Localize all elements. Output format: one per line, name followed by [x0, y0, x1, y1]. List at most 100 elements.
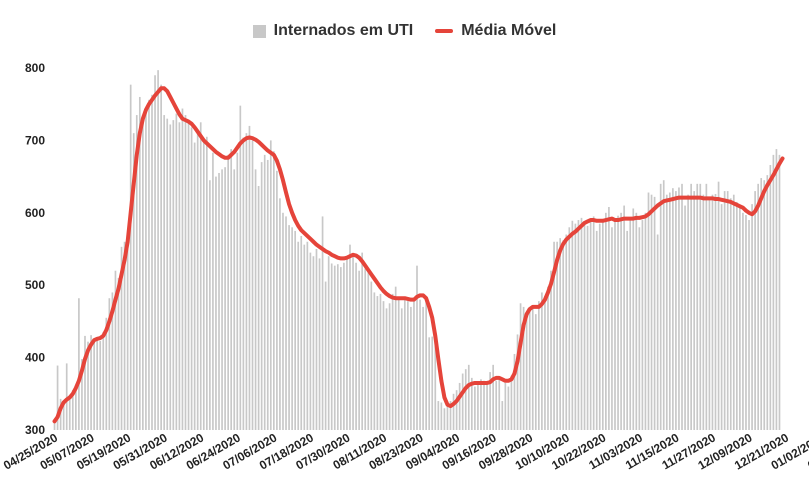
bar — [215, 176, 217, 430]
bar — [81, 359, 83, 430]
bar — [410, 306, 412, 430]
bar — [772, 154, 775, 430]
bar — [315, 249, 318, 430]
bar — [577, 220, 580, 430]
bar — [620, 212, 622, 430]
bar — [117, 277, 120, 430]
bar — [242, 137, 245, 430]
bar — [754, 191, 756, 430]
bar — [279, 198, 281, 430]
bar — [717, 181, 720, 430]
bar — [696, 183, 699, 430]
bar — [254, 169, 257, 431]
bar — [440, 402, 443, 430]
bar — [221, 169, 223, 431]
bar — [84, 335, 86, 430]
bar — [614, 220, 616, 430]
bar — [160, 84, 162, 431]
bar — [90, 335, 92, 430]
bar — [193, 142, 196, 430]
bar — [126, 234, 129, 430]
bar — [592, 216, 595, 430]
bar — [403, 298, 406, 430]
bar — [352, 254, 354, 430]
bar — [87, 341, 89, 430]
bar — [769, 165, 772, 430]
bar — [199, 122, 202, 431]
bar — [385, 308, 388, 430]
bar — [68, 396, 71, 430]
bar — [163, 115, 166, 430]
bar — [157, 70, 159, 431]
bar — [120, 246, 123, 430]
bar — [379, 293, 382, 430]
bar — [324, 281, 327, 430]
bar — [248, 125, 251, 431]
bar — [665, 194, 668, 430]
bar — [129, 84, 132, 431]
bar — [218, 172, 220, 431]
bar — [647, 192, 650, 430]
bar — [598, 223, 601, 430]
bar — [498, 377, 501, 430]
bar — [236, 152, 239, 430]
bar — [303, 244, 306, 430]
bar — [78, 298, 80, 430]
bar — [266, 159, 269, 430]
bar — [638, 227, 641, 430]
bar — [461, 373, 464, 430]
bar — [123, 241, 126, 430]
bar — [534, 314, 537, 430]
bar — [400, 308, 403, 430]
bar — [96, 338, 99, 430]
y-tick-label: 400 — [25, 351, 45, 365]
bar — [373, 292, 376, 430]
y-tick-label: 700 — [25, 133, 45, 147]
legend-swatch-bars — [252, 24, 266, 38]
bar — [361, 252, 364, 430]
bar — [486, 382, 488, 430]
bar — [541, 292, 543, 430]
bar — [382, 301, 385, 430]
bar — [571, 220, 574, 430]
bar — [550, 270, 552, 430]
bar — [632, 208, 635, 430]
bar — [434, 339, 437, 430]
bar — [437, 401, 440, 430]
bar — [574, 223, 577, 430]
legend-item-bars[interactable]: Internados em UTI — [252, 22, 413, 40]
bar — [519, 303, 522, 430]
bar — [282, 212, 284, 430]
bar — [364, 268, 367, 430]
bar — [419, 299, 421, 430]
bar — [745, 214, 747, 430]
bar — [705, 183, 708, 430]
bar — [675, 191, 677, 430]
bar — [145, 109, 147, 431]
bar — [333, 265, 336, 430]
y-tick-label: 600 — [25, 206, 45, 220]
bar — [623, 205, 625, 430]
bar — [495, 380, 498, 430]
bar — [260, 162, 263, 430]
bar — [75, 386, 77, 430]
bar — [763, 180, 766, 430]
bar — [516, 334, 519, 430]
bar — [608, 207, 610, 430]
bar — [288, 225, 290, 430]
bar — [306, 241, 309, 430]
bar — [370, 281, 373, 430]
bar — [586, 225, 589, 430]
bar — [224, 167, 226, 430]
bar — [142, 116, 144, 430]
bar — [111, 292, 114, 430]
bar — [681, 183, 683, 430]
bar — [413, 298, 415, 430]
bar — [659, 183, 662, 430]
bar — [562, 240, 565, 430]
bar — [720, 204, 723, 430]
bar — [477, 382, 479, 430]
bar — [340, 267, 342, 430]
legend-item-line[interactable]: Média Móvel — [435, 22, 556, 40]
